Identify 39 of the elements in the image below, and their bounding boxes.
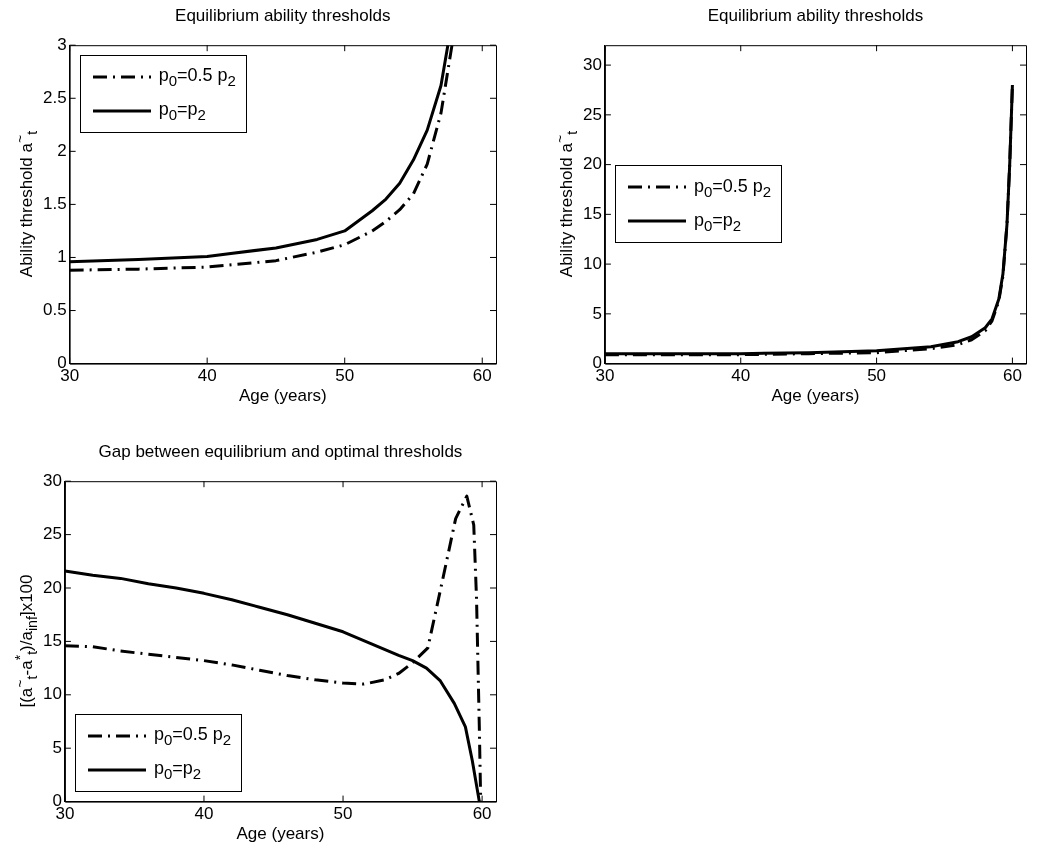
y-tick-label: 15 (582, 204, 602, 224)
y-tick-label: 2 (57, 141, 67, 161)
legend-label: p$_{0}$=p$_{2}$ (693, 209, 742, 234)
x-tick-label: 60 (472, 366, 492, 386)
y-tick-label: 1.5 (42, 194, 67, 214)
y-tick-label: 30 (582, 54, 602, 74)
x-tick-label: 50 (335, 366, 355, 386)
legend-label: p$_{0}$=p$_{2}$ (153, 757, 202, 782)
y-tick-label: 20 (582, 154, 602, 174)
x-tick-label: 60 (472, 804, 492, 824)
legend-label: p$_{0}$=p$_{2}$ (158, 99, 206, 123)
x-tick-label: 60 (1002, 366, 1022, 386)
x-tick-label: 50 (333, 804, 353, 824)
x-tick-label: 40 (731, 366, 751, 386)
y-tick-label: 0.5 (42, 300, 67, 320)
x-axis-title: Age (years) (236, 824, 325, 844)
y-tick-label: 2.5 (42, 87, 67, 107)
y-tick-label: 30 (42, 470, 62, 490)
x-axis-title: Age (years) (771, 386, 860, 406)
chart-title: Equilibrium ability thresholds (706, 6, 925, 26)
y-tick-label: 25 (582, 104, 602, 124)
y-tick-label: 1 (57, 247, 67, 267)
chart-title: Gap between equilibrium and optimal thresholds (97, 442, 464, 462)
y-tick-label: 3 (57, 34, 67, 54)
x-axis-title: Age (years) (238, 386, 327, 406)
legend-label: p$_{0}$=0.5 p$_{2}$ (153, 723, 232, 748)
x-tick-label: 40 (194, 804, 214, 824)
y-tick-label: 20 (42, 577, 62, 597)
y-tick-label: 25 (42, 524, 62, 544)
legend-label: p$_{0}$=0.5 p$_{2}$ (693, 175, 772, 200)
y-tick-label: 10 (582, 253, 602, 273)
chart-title: Equilibrium ability thresholds (174, 6, 392, 26)
x-tick-label: 40 (197, 366, 217, 386)
y-tick-label: 10 (42, 684, 62, 704)
x-tick-label: 50 (867, 366, 887, 386)
y-tick-label: 5 (592, 303, 602, 323)
y-tick-label: 5 (52, 737, 62, 757)
y-tick-label: 15 (42, 631, 62, 651)
legend-label: p$_{0}$=0.5 p$_{2}$ (158, 65, 236, 89)
